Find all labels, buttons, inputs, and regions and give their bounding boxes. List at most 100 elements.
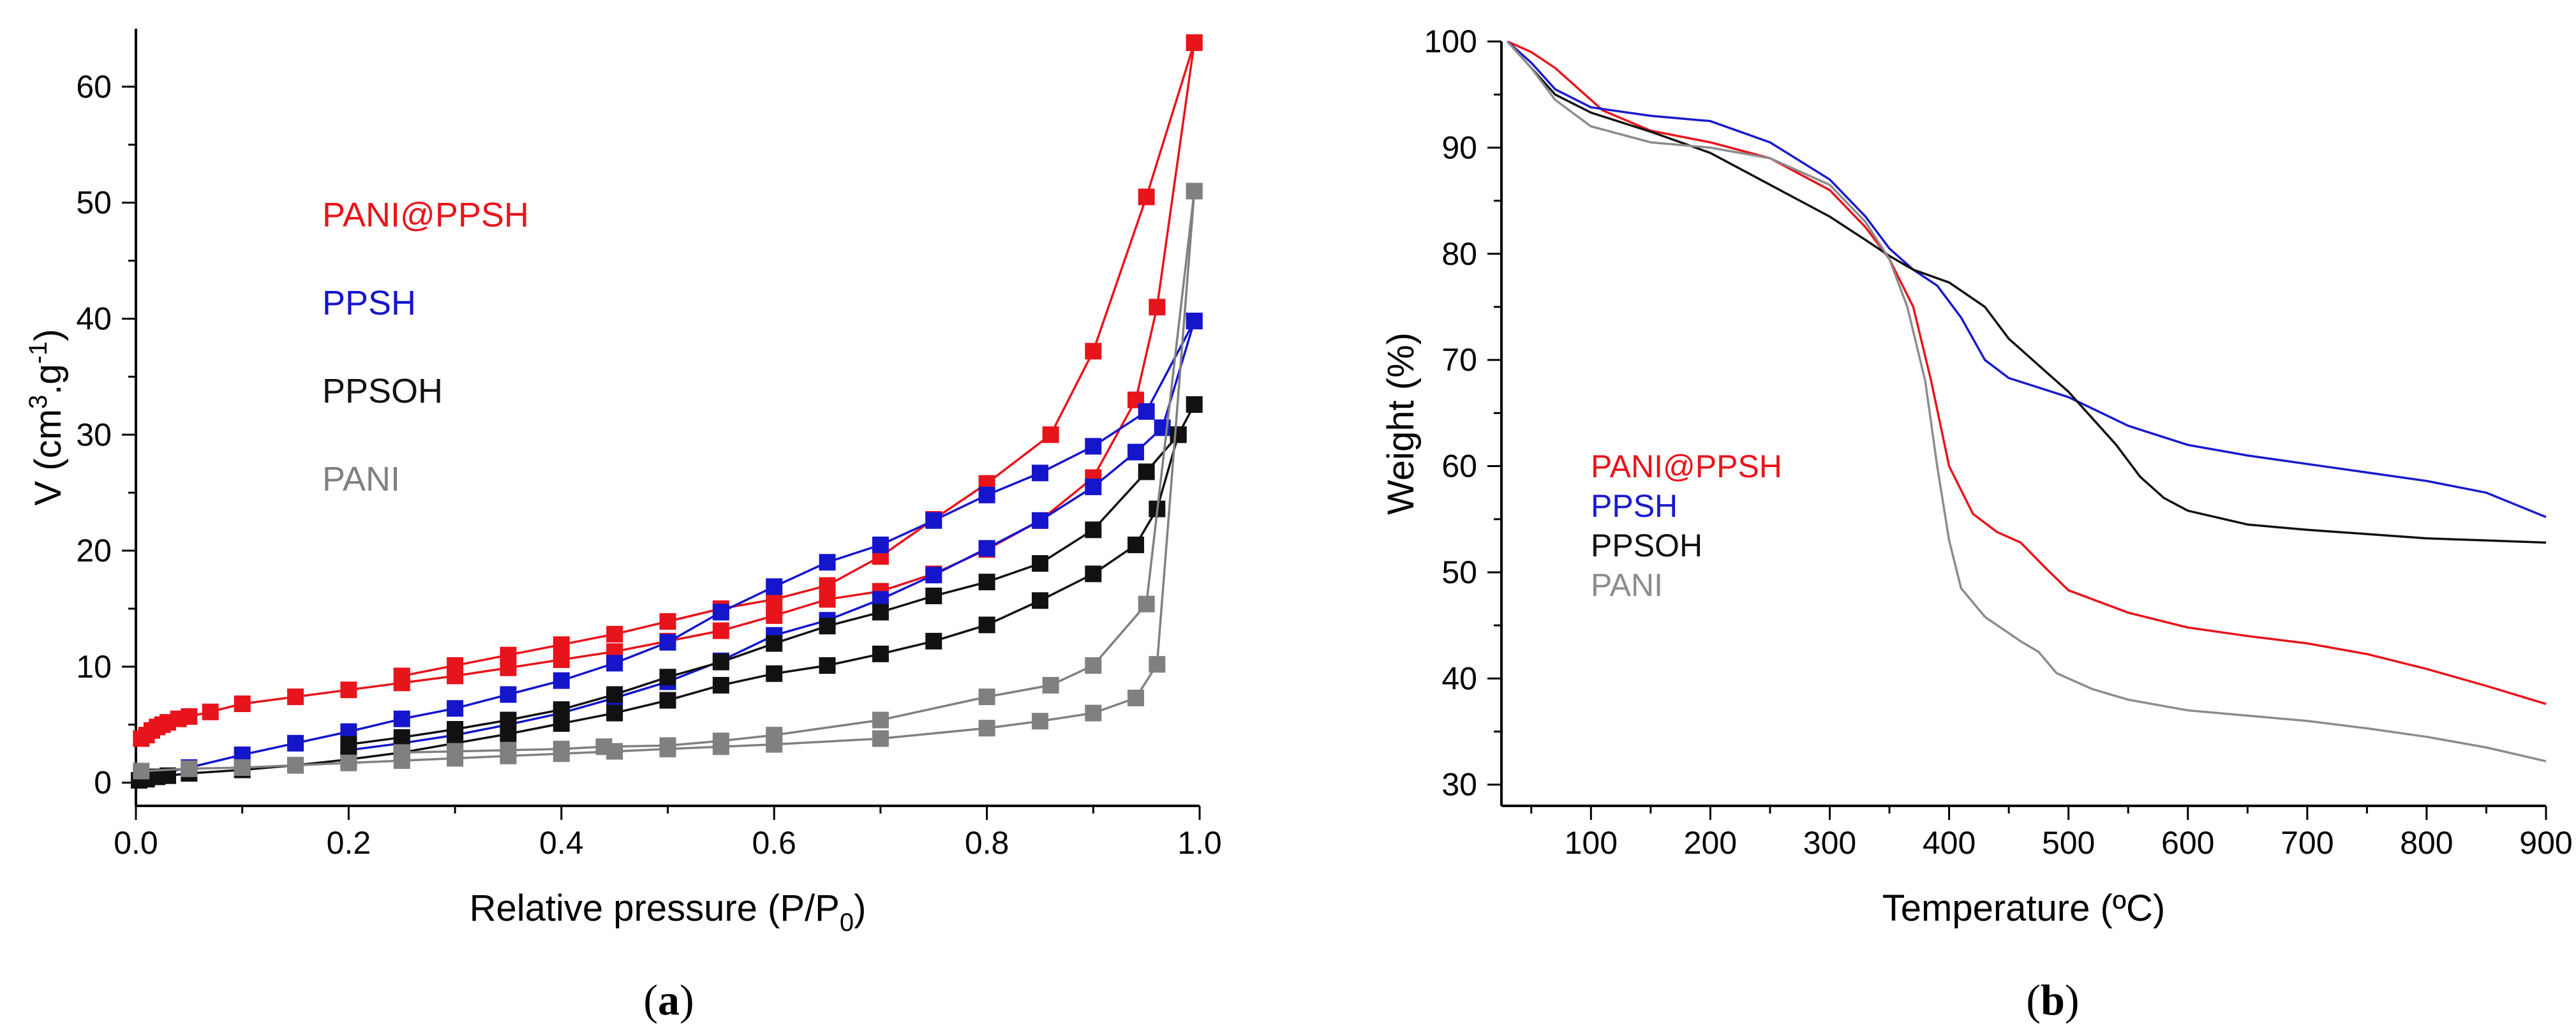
data-point-ppsoh	[712, 653, 729, 671]
data-point-pani	[1138, 595, 1155, 613]
data-point-pani-ppsh	[819, 577, 836, 594]
data-point-pani-ppsh	[819, 591, 836, 608]
data-point-ppsh	[819, 554, 836, 571]
y-tick-label: 40	[76, 301, 112, 336]
data-point-pani-ppsh	[1186, 34, 1203, 51]
x-tick-label: 300	[1803, 825, 1856, 861]
data-point-ppsh	[659, 634, 676, 651]
data-point-ppsoh	[1170, 426, 1187, 443]
legend-entry: PPSH	[1591, 488, 1678, 524]
data-point-pani-ppsh	[553, 651, 570, 668]
data-point-pani-ppsh	[712, 622, 729, 639]
y-tick-label: 40	[1441, 660, 1477, 696]
data-point-ppsoh	[553, 715, 570, 732]
data-point-pani	[234, 759, 251, 777]
data-point-pani-ppsh	[181, 708, 198, 725]
y-tick-label: 100	[1424, 24, 1477, 59]
series-line-pani-adsorption	[141, 191, 1196, 773]
data-point-pani-ppsh	[606, 625, 623, 643]
data-point-ppsoh	[606, 686, 623, 703]
data-point-ppsh	[1031, 464, 1048, 482]
data-point-ppsoh	[500, 711, 517, 729]
y-tick-label: 0	[94, 765, 112, 801]
data-point-ppsh	[393, 710, 410, 727]
data-point-ppsh	[872, 536, 889, 553]
data-point-ppsoh	[766, 635, 783, 652]
series-line-pani-ppsh	[1507, 40, 2547, 705]
data-point-pani	[340, 754, 357, 771]
data-point-pani-ppsh	[202, 703, 219, 720]
x-tick-label: 600	[2161, 825, 2214, 861]
data-point-ppsoh	[872, 604, 889, 621]
x-tick-label: 100	[1565, 825, 1618, 861]
data-point-pani-ppsh	[500, 646, 517, 664]
data-point-pani	[595, 738, 613, 755]
data-point-pani-ppsh	[659, 613, 676, 630]
data-point-pani	[1186, 182, 1203, 200]
x-axis-title: Temperature (ºC)	[1882, 888, 2165, 929]
data-point-pani	[872, 711, 889, 729]
data-point-pani-ppsh	[340, 681, 357, 699]
data-point-pani	[766, 727, 783, 744]
panel-caption-letter: b	[2041, 976, 2065, 1024]
series-line-ppsoh-adsorption	[138, 404, 1196, 782]
data-point-pani	[978, 720, 995, 737]
panel-caption: (b)	[2026, 976, 2079, 1024]
data-point-ppsh	[1085, 479, 1102, 496]
data-point-pani	[393, 744, 410, 761]
data-point-pani	[1085, 704, 1102, 722]
data-point-ppsoh	[659, 669, 676, 686]
data-point-ppsoh	[1138, 463, 1155, 480]
data-point-ppsoh	[393, 729, 410, 746]
data-point-pani	[659, 737, 676, 754]
data-point-ppsh	[1138, 403, 1155, 420]
data-point-ppsoh	[766, 665, 783, 682]
data-point-pani	[1042, 676, 1059, 694]
data-point-ppsh	[1186, 313, 1203, 330]
x-tick-label: 400	[1923, 825, 1976, 861]
data-point-pani	[447, 743, 464, 760]
series-line-pani	[1507, 40, 2547, 762]
data-point-ppsh	[978, 486, 995, 503]
data-point-ppsh	[1085, 438, 1102, 455]
data-point-pani	[1149, 656, 1166, 673]
data-point-pani	[1085, 657, 1102, 674]
y-tick-label: 50	[76, 185, 112, 221]
data-point-ppsoh	[819, 657, 836, 674]
data-point-ppsoh	[340, 736, 357, 753]
y-tick-label: 30	[1441, 767, 1477, 803]
data-point-pani	[872, 730, 889, 747]
y-tick-label: 80	[1441, 236, 1477, 272]
x-tick-label: 700	[2281, 825, 2334, 861]
x-tick-label: 0.2	[327, 825, 371, 861]
data-point-pani	[978, 688, 995, 706]
data-point-ppsh	[712, 604, 729, 621]
series-line-pani-ppsh-desorption	[401, 42, 1196, 678]
legend-entry: PANI	[1591, 567, 1663, 603]
y-tick-label: 20	[76, 533, 112, 569]
legend: PANI@PPSH PPSH PPSOH PANI	[1591, 449, 1782, 603]
legend: PANI@PPSH PPSH PPSOH PANI	[322, 196, 529, 498]
data-point-ppsh	[1127, 443, 1144, 461]
x-tick-label: 800	[2400, 825, 2453, 861]
data-point-pani	[553, 740, 570, 757]
data-point-pani-ppsh	[393, 667, 410, 685]
x-axis-title-tail: )	[854, 888, 866, 929]
data-point-pani-ppsh	[1149, 299, 1166, 316]
data-point-ppsh	[978, 540, 995, 557]
data-point-pani-ppsh	[234, 695, 251, 713]
data-point-pani	[500, 741, 517, 759]
x-tick-label: 200	[1684, 825, 1737, 861]
data-point-ppsoh	[925, 587, 942, 604]
legend-entry: PPSH	[322, 284, 416, 322]
data-point-ppsh	[447, 700, 464, 717]
data-point-pani-ppsh	[553, 636, 570, 653]
y-axis-title: Weight (%)	[1380, 332, 1422, 515]
x-tick-label: 0.8	[965, 825, 1009, 861]
data-point-ppsh	[500, 686, 517, 703]
y-tick-label: 30	[76, 417, 112, 452]
y-tick-label: 10	[76, 649, 112, 685]
series-line-pani-desorption	[401, 191, 1196, 754]
data-point-ppsoh	[606, 704, 623, 722]
